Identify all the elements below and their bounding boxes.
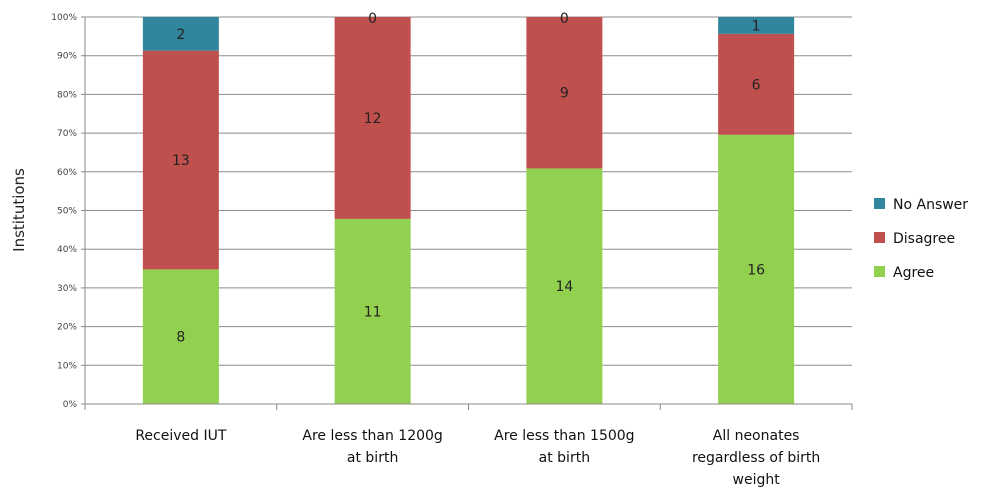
y-tick-label: 60% — [57, 168, 77, 178]
data-label: 13 — [172, 153, 190, 169]
bar-segment-disagree — [334, 17, 411, 219]
data-label: 0 — [368, 11, 377, 27]
bar-segment-disagree — [718, 33, 795, 135]
x-tick-label: weight — [733, 472, 781, 488]
legend-label: No Answer — [893, 197, 968, 213]
legend-swatch — [874, 198, 885, 209]
bars: 8 13 2 11 12 0 14 9 0 16 6 1 — [142, 11, 795, 405]
x-tick-label: at birth — [347, 450, 398, 466]
y-axis-label: Institutions — [10, 168, 28, 252]
legend-swatch — [874, 232, 885, 243]
y-tick-label: 20% — [57, 323, 77, 333]
x-tick-label: regardless of birth — [692, 450, 820, 466]
legend-label: Disagree — [893, 231, 955, 247]
data-label: 0 — [560, 11, 569, 27]
x-tick-label: Are less than 1200g — [302, 428, 442, 444]
data-label: 6 — [752, 77, 761, 93]
x-tick-label: Received IUT — [135, 428, 227, 444]
y-tick-label: 90% — [57, 52, 77, 62]
legend-swatch — [874, 266, 885, 277]
data-label: 11 — [364, 304, 382, 320]
y-tick-label: 50% — [57, 207, 77, 217]
data-label: 1 — [752, 18, 761, 34]
legend-label: Agree — [893, 265, 934, 281]
bar-segment-agree — [334, 218, 411, 404]
bar-segment-agree — [526, 168, 603, 404]
legend: No Answer Disagree Agree — [874, 197, 968, 281]
data-label: 16 — [747, 262, 765, 278]
y-tick-label: 80% — [57, 90, 77, 100]
y-tick-label: 10% — [57, 361, 77, 371]
bar-segment-agree — [718, 134, 795, 405]
axes: 0% 10% 20% 30% 40% 50% 60% 70% 80% 90% 100% Receive… — [51, 13, 853, 488]
data-label: 12 — [364, 111, 382, 127]
y-tick-label: 100% — [51, 13, 77, 23]
x-tick-label: Are less than 1500g — [494, 428, 634, 444]
bar-segment-agree — [142, 269, 219, 404]
data-label: 9 — [560, 86, 569, 102]
y-tick-label: 40% — [57, 245, 77, 255]
bar-segment-disagree — [142, 50, 219, 270]
data-label: 2 — [176, 27, 185, 43]
data-label: 14 — [555, 279, 573, 295]
y-tick-label: 30% — [57, 284, 77, 294]
x-tick-label: All neonates — [713, 428, 800, 444]
y-tick-label: 70% — [57, 129, 77, 139]
bar-segment-no-answer — [718, 17, 795, 34]
data-label: 8 — [176, 330, 185, 346]
bar-segment-disagree — [526, 17, 603, 169]
x-tick-label: at birth — [539, 450, 590, 466]
y-tick-label: 0% — [63, 400, 78, 410]
bar-segment-no-answer — [142, 17, 219, 51]
